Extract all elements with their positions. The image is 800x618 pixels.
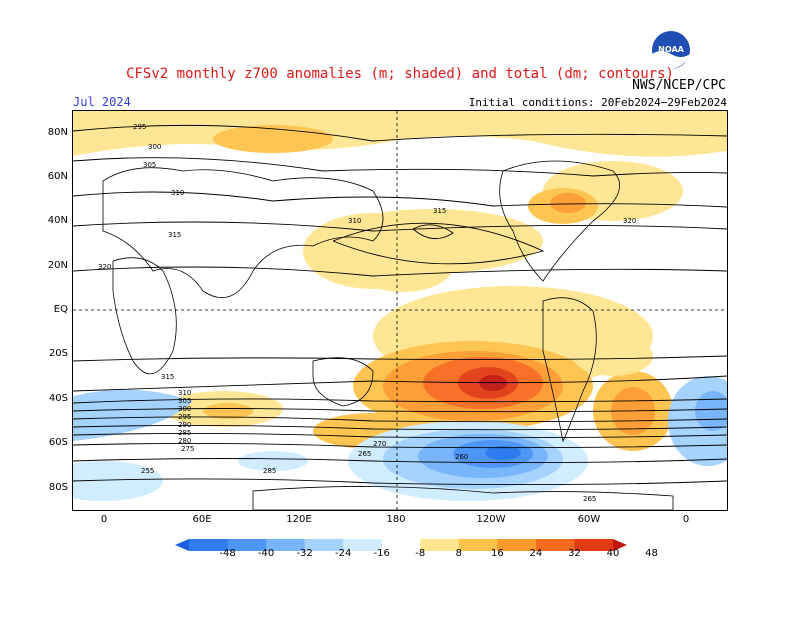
lat-tick: 60N xyxy=(47,171,68,182)
contour-label: 315 xyxy=(161,373,174,381)
forecast-month: Jul 2024 xyxy=(73,95,131,109)
noaa-logo: NOAA xyxy=(651,30,691,74)
colorbar-swatch xyxy=(458,539,498,551)
agency-label: NWS/NCEP/CPC xyxy=(632,78,726,93)
contour-label: 265 xyxy=(358,450,371,458)
map-title: CFSv2 monthly z700 anomalies (m; shaded)… xyxy=(126,66,674,82)
contour-label: 270 xyxy=(373,440,386,448)
colorbar-swatch xyxy=(343,539,383,551)
contour-label: 315 xyxy=(433,207,446,215)
lat-tick: 60S xyxy=(48,437,68,448)
contour-label: 300 xyxy=(148,143,161,151)
lon-tick: 120E xyxy=(286,514,312,525)
lat-tick: 20N xyxy=(47,260,68,271)
map-panel: 295 300 305 310 315 320 310 315 320 315 … xyxy=(72,110,728,511)
initial-conditions: Initial conditions: 20Feb2024−29Feb2024 xyxy=(468,96,727,109)
lon-tick: 60E xyxy=(192,514,212,525)
logo-text: NOAA xyxy=(658,45,684,54)
colorbar-swatch xyxy=(227,539,267,551)
colorbar-tick-label: 16 xyxy=(490,548,504,559)
colorbar-swatch xyxy=(266,539,306,551)
contour-label: 305 xyxy=(143,161,156,169)
lat-tick: 80S xyxy=(48,482,68,493)
colorbar-tick-label: -24 xyxy=(335,548,352,559)
lat-tick: EQ xyxy=(53,304,68,315)
colorbar-tick-label: 24 xyxy=(529,548,543,559)
colorbar-tick-label: -32 xyxy=(296,548,313,559)
contour-label: 255 xyxy=(141,467,154,475)
contour-label: 260 xyxy=(455,453,468,461)
contour-label: 280 xyxy=(178,437,191,445)
colorbar-swatch xyxy=(574,539,614,551)
contour-label: 295 xyxy=(178,413,191,421)
lon-tick: 180 xyxy=(386,514,406,525)
contour-label: 285 xyxy=(263,467,276,475)
lon-tick: 0 xyxy=(100,514,108,525)
colorbar-swatches xyxy=(175,539,627,551)
lon-tick: 60W xyxy=(577,514,601,525)
colorbar-tick-label: 8 xyxy=(455,548,462,559)
contour-label: 265 xyxy=(583,495,596,503)
colorbar-tick-label: -16 xyxy=(373,548,390,559)
contour-label: 300 xyxy=(178,405,191,413)
contour-label: 295 xyxy=(133,123,146,131)
contour-label: 310 xyxy=(171,189,184,197)
contour-label: 290 xyxy=(178,421,191,429)
colorbar-swatch xyxy=(175,539,189,551)
coastlines xyxy=(102,160,674,510)
lon-tick: 120W xyxy=(476,514,506,525)
colorbar-tick-label: -48 xyxy=(219,548,236,559)
lon-tick: 0 xyxy=(682,514,690,525)
colorbar xyxy=(175,536,627,555)
contour-lines xyxy=(73,124,727,486)
colorbar-tick-label: -8 xyxy=(415,548,426,559)
lat-tick: 80N xyxy=(47,127,68,138)
contour-label: 310 xyxy=(178,389,191,397)
colorbar-swatch xyxy=(497,539,537,551)
contour-label: 305 xyxy=(178,397,191,405)
contour-label: 310 xyxy=(348,217,361,225)
colorbar-swatch xyxy=(381,539,421,551)
colorbar-tick-label: 48 xyxy=(645,548,658,559)
contour-label: 315 xyxy=(168,231,181,239)
contour-label: 285 xyxy=(178,429,191,437)
contour-label: 275 xyxy=(181,445,194,453)
colorbar-swatch xyxy=(613,539,627,551)
colorbar-swatch xyxy=(420,539,460,551)
colorbar-swatch xyxy=(189,539,229,551)
anomaly-map: 295 300 305 310 315 320 310 315 320 315 … xyxy=(73,111,727,510)
colorbar-tick-label: 40 xyxy=(606,548,620,559)
colorbar-tick-label: 32 xyxy=(568,548,581,559)
lat-tick: 40S xyxy=(48,393,68,404)
lat-tick: 40N xyxy=(47,215,68,226)
colorbar-tick-label: -40 xyxy=(257,548,275,559)
contour-label: 320 xyxy=(623,217,636,225)
contour-label-group: 295 300 305 310 315 320 310 315 320 315 … xyxy=(98,123,636,503)
colorbar-swatch xyxy=(535,539,575,551)
contour-label: 320 xyxy=(98,263,111,271)
lat-tick: 20S xyxy=(48,348,68,359)
negative-anomaly-regions xyxy=(73,376,727,501)
colorbar-swatch xyxy=(304,539,344,551)
positive-anomaly-regions xyxy=(73,111,727,451)
